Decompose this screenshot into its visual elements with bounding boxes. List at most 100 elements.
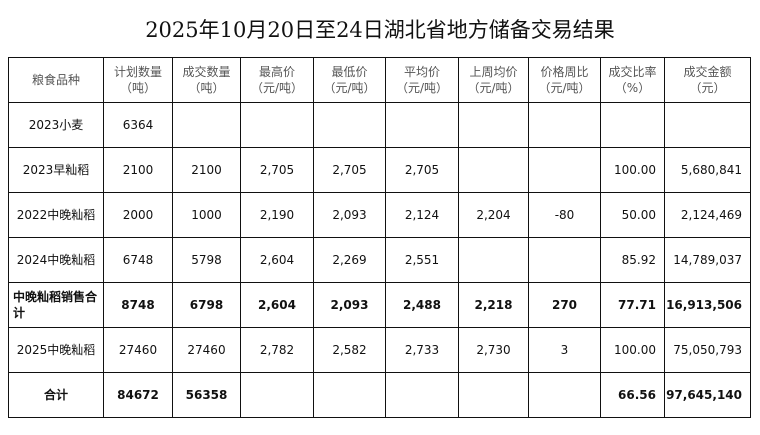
cell-price-weekly-change [528, 147, 601, 193]
cell-value: 6364 [122, 118, 154, 132]
table-row: 2023小麦 6364 [8, 102, 751, 148]
cell-trade-amount: 16,913,506 [664, 282, 751, 328]
cell-planned-qty: 2000 [103, 192, 173, 238]
cell-value: 2,705 [404, 163, 440, 177]
cell-value: 2,604 [258, 298, 296, 312]
cell-avg-price: 2,551 [385, 237, 459, 283]
cell-value: 2,604 [259, 253, 295, 267]
cell-grain-type: 2023早籼稻 [8, 147, 104, 193]
cell-min-price: 2,093 [313, 282, 386, 328]
header-label: 计划数量 [113, 65, 162, 79]
header-unit: （元/吨） [323, 81, 376, 95]
cell-trade-amount: 2,124,469 [664, 192, 751, 238]
cell-grain-type: 2023小麦 [8, 102, 104, 148]
cell-grain-type: 合计 [8, 372, 104, 418]
cell-traded-qty: 6798 [172, 282, 241, 328]
cell-value: 1000 [191, 208, 222, 222]
header-grain-type: 粮食品种 [8, 57, 104, 103]
cell-min-price [313, 102, 386, 148]
cell-value: 100.00 [614, 343, 656, 357]
cell-value: 2024中晚籼稻 [16, 253, 96, 267]
cell-value: 97,645,140 [666, 388, 742, 402]
header-label: 价格周比 [540, 65, 589, 79]
cell-planned-qty: 6748 [103, 237, 173, 283]
cell-planned-qty: 6364 [103, 102, 173, 148]
cell-value: 56358 [185, 388, 228, 402]
table-row: 2025中晚籼稻 27460 27460 2,782 2,582 2,733 2,730 3 1… [8, 327, 751, 373]
cell-value: 2,269 [332, 253, 367, 267]
cell-min-price: 2,705 [313, 147, 386, 193]
cell-trade-amount [664, 102, 751, 148]
cell-value: 2,093 [330, 298, 369, 312]
header-unit: （元/吨） [467, 81, 520, 95]
cell-min-price [313, 372, 386, 418]
cell-planned-qty: 8748 [103, 282, 173, 328]
cell-value: 2,093 [332, 208, 367, 222]
cell-trade-ratio: 100.00 [600, 327, 665, 373]
cell-traded-qty: 56358 [172, 372, 241, 418]
cell-value: 2000 [122, 208, 154, 222]
cell-planned-qty: 27460 [103, 327, 173, 373]
header-unit: （元/吨） [538, 81, 591, 95]
trade-results-table: 粮食品种 计划数量 （吨） 成交数量 （吨） 最高价 （元/吨） 最低价 （元/吨） 平均价 （元/… [8, 57, 751, 418]
cell-max-price: 2,604 [240, 282, 314, 328]
header-label: 上周均价 [469, 65, 518, 79]
table-row: 2024中晚籼稻 6748 5798 2,604 2,269 2,551 85.92 14,7… [8, 237, 751, 283]
cell-trade-amount: 14,789,037 [664, 237, 751, 283]
header-max-price: 最高价 （元/吨） [240, 57, 314, 103]
header-label: 最高价 [258, 65, 295, 79]
cell-value: 2,730 [476, 343, 511, 357]
header-last-week-avg: 上周均价 （元/吨） [458, 57, 529, 103]
cell-trade-ratio: 85.92 [600, 237, 665, 283]
cell-value: 2,190 [259, 208, 295, 222]
cell-value: 2023小麦 [28, 118, 84, 132]
cell-traded-qty: 1000 [172, 192, 241, 238]
header-unit: （%） [614, 81, 651, 95]
cell-trade-amount: 5,680,841 [664, 147, 751, 193]
cell-max-price [240, 102, 314, 148]
cell-price-weekly-change [528, 237, 601, 283]
cell-last-week-avg: 2,204 [458, 192, 529, 238]
cell-avg-price [385, 372, 459, 418]
cell-price-weekly-change [528, 372, 601, 418]
cell-max-price [240, 372, 314, 418]
cell-last-week-avg: 2,730 [458, 327, 529, 373]
header-unit: （吨） [188, 81, 225, 95]
cell-traded-qty: 27460 [172, 327, 241, 373]
cell-value: 2,218 [474, 298, 513, 312]
cell-last-week-avg [458, 237, 529, 283]
table-row: 合计 84672 56358 66.56 97,645,140 [8, 372, 751, 418]
cell-grain-type: 中晚籼稻销售合计 [8, 282, 104, 328]
header-planned-qty: 计划数量 （吨） [103, 57, 173, 103]
cell-value: 2,733 [404, 343, 440, 357]
table-row: 2023早籼稻 2100 2100 2,705 2,705 2,705 100.00 5,68… [8, 147, 751, 193]
cell-avg-price: 2,733 [385, 327, 459, 373]
table-row: 2022中晚籼稻 2000 1000 2,190 2,093 2,124 2,204 -80 5… [8, 192, 751, 238]
cell-value: 50.00 [621, 208, 656, 222]
cell-value: 84672 [117, 388, 159, 402]
header-unit: （元/吨） [395, 81, 449, 95]
cell-value: 中晚籼稻销售合计 [13, 290, 98, 320]
cell-price-weekly-change: 270 [528, 282, 601, 328]
header-traded-qty: 成交数量 （吨） [172, 57, 241, 103]
cell-max-price: 2,190 [240, 192, 314, 238]
cell-planned-qty: 2100 [103, 147, 173, 193]
cell-value: 3 [560, 343, 569, 357]
cell-trade-ratio: 100.00 [600, 147, 665, 193]
header-label: 成交比率 [608, 65, 657, 79]
cell-min-price: 2,269 [313, 237, 386, 283]
cell-value: 16,913,506 [666, 298, 742, 312]
cell-last-week-avg [458, 102, 529, 148]
cell-value: 6748 [122, 253, 154, 267]
header-min-price: 最低价 （元/吨） [313, 57, 386, 103]
cell-value: 85.92 [621, 253, 656, 267]
cell-planned-qty: 84672 [103, 372, 173, 418]
cell-value: 8748 [121, 298, 155, 312]
cell-value: 2,705 [332, 163, 367, 177]
cell-price-weekly-change: -80 [528, 192, 601, 238]
cell-trade-ratio [600, 102, 665, 148]
cell-trade-ratio: 66.56 [600, 372, 665, 418]
cell-value: 270 [551, 298, 578, 312]
cell-value: 2025中晚籼稻 [16, 343, 96, 357]
cell-max-price: 2,782 [240, 327, 314, 373]
